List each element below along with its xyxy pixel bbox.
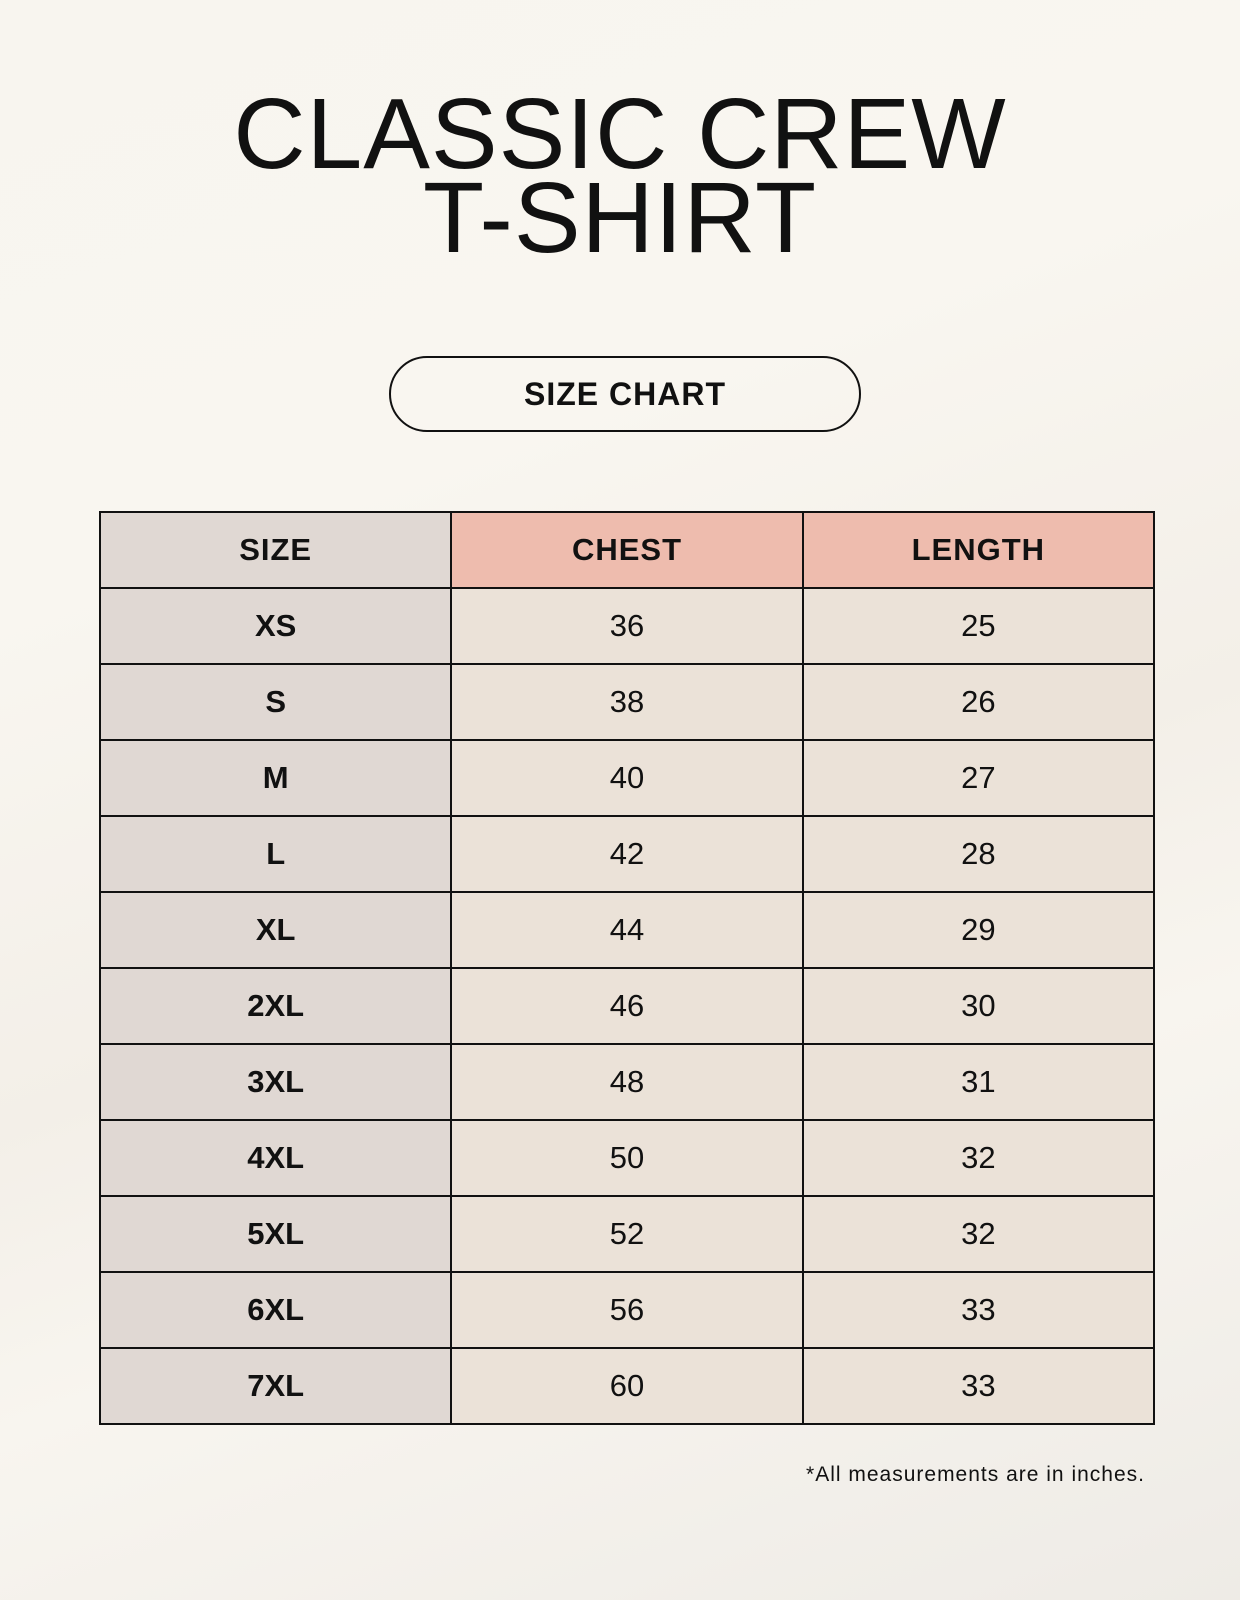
size-cell: 4XL: [98, 1119, 453, 1197]
header-length: LENGTH: [801, 511, 1156, 589]
table-row: L 42 28: [98, 815, 1156, 893]
size-cell: L: [98, 815, 453, 893]
size-cell: XL: [98, 891, 453, 969]
chest-cell: 52: [450, 1195, 804, 1273]
chest-cell: 48: [450, 1043, 804, 1121]
length-cell: 33: [801, 1271, 1156, 1349]
chest-cell: 42: [450, 815, 804, 893]
size-cell: M: [98, 739, 453, 817]
length-cell: 30: [801, 967, 1156, 1045]
table-row: XS 36 25: [98, 587, 1156, 665]
chest-cell: 60: [450, 1347, 804, 1425]
table-row: XL 44 29: [98, 891, 1156, 969]
table-row: 4XL 50 32: [98, 1119, 1156, 1197]
size-cell: 3XL: [98, 1043, 453, 1121]
length-cell: 31: [801, 1043, 1156, 1121]
table-header-row: SIZE CHEST LENGTH: [98, 511, 1156, 589]
table-row: M 40 27: [98, 739, 1156, 817]
length-cell: 25: [801, 587, 1156, 665]
chest-cell: 38: [450, 663, 804, 741]
chest-cell: 46: [450, 967, 804, 1045]
chest-cell: 36: [450, 587, 804, 665]
size-cell: 5XL: [98, 1195, 453, 1273]
chest-cell: 50: [450, 1119, 804, 1197]
table-row: 2XL 46 30: [98, 967, 1156, 1045]
size-cell: 2XL: [98, 967, 453, 1045]
length-cell: 26: [801, 663, 1156, 741]
title-line-1: CLASSIC CREW: [233, 78, 1007, 190]
size-cell: S: [98, 663, 453, 741]
length-cell: 28: [801, 815, 1156, 893]
header-chest: CHEST: [450, 511, 804, 589]
length-cell: 32: [801, 1195, 1156, 1273]
page-title: CLASSIC CREW T-SHIRT: [0, 84, 1240, 268]
header-size: SIZE: [98, 511, 453, 589]
size-table: SIZE CHEST LENGTH XS 36 25 S 38 26 M 40 27 L 42 28 X…: [98, 511, 1156, 1425]
table-row: 6XL 56 33: [98, 1271, 1156, 1349]
size-cell: XS: [98, 587, 453, 665]
table-row: 5XL 52 32: [98, 1195, 1156, 1273]
title-line-2: T-SHIRT: [422, 162, 818, 274]
footnote: *All measurements are in inches.: [806, 1463, 1145, 1486]
length-cell: 32: [801, 1119, 1156, 1197]
length-cell: 33: [801, 1347, 1156, 1425]
length-cell: 29: [801, 891, 1156, 969]
chest-cell: 44: [450, 891, 804, 969]
table-row: 3XL 48 31: [98, 1043, 1156, 1121]
table-row: S 38 26: [98, 663, 1156, 741]
size-chart-badge: SIZE CHART: [389, 356, 861, 432]
size-cell: 6XL: [98, 1271, 453, 1349]
length-cell: 27: [801, 739, 1156, 817]
table-row: 7XL 60 33: [98, 1347, 1156, 1425]
chest-cell: 56: [450, 1271, 804, 1349]
size-cell: 7XL: [98, 1347, 453, 1425]
chest-cell: 40: [450, 739, 804, 817]
